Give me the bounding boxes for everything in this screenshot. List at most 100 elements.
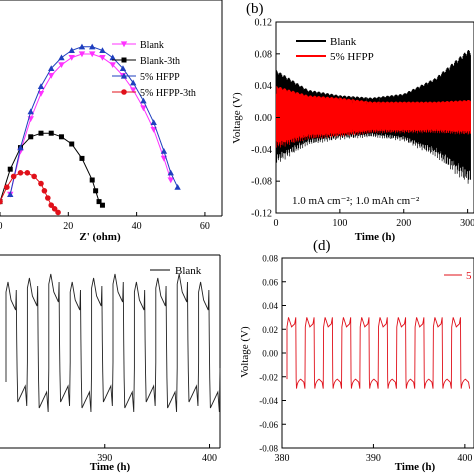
panel-a-point (51, 206, 58, 212)
panel-d-xlabel: Time (h) (395, 461, 436, 473)
panel-a-point (69, 141, 75, 147)
panel-a-legend-marker (121, 89, 127, 95)
panel-b-ytick-label: -0.08 (251, 177, 272, 188)
panel-b-xlabel: Time (h) (355, 231, 396, 243)
panel-a-point (41, 188, 48, 194)
panel-a-point (7, 166, 13, 172)
panel-a-point (78, 43, 86, 50)
panel-c: 390 400 Time (h) Blank (0, 254, 221, 473)
panel-a-point (79, 155, 85, 161)
panel-d-ytick-label: 0.04 (262, 301, 278, 311)
panel-a-point (28, 134, 34, 140)
panel-d-ylabel: Voltage (V) (239, 326, 251, 378)
panel-b-ytick-label: 0.04 (255, 81, 273, 92)
panel-a-legend-marker (120, 41, 128, 48)
panel-b-ytick-label: -0.12 (251, 209, 272, 220)
panel-b-legend-label: 5% HFPP (330, 51, 374, 63)
panel-a-point (58, 134, 64, 140)
panel-a-series-line (9, 46, 179, 195)
panel-a-point (48, 202, 55, 208)
panel-a-point (150, 119, 157, 125)
panel-a-point (119, 65, 127, 71)
panel-a-point (109, 54, 116, 61)
panel-b: (b) 0.12 0.08 0.04 0.00 -0.04 -0.08 -0.12 0 100… (231, 1, 474, 243)
panel-b-ytick-label: -0.04 (251, 145, 272, 156)
panel-a-point (31, 173, 37, 180)
panel-d-xtick-label: 380 (275, 453, 290, 464)
panel-a-point (37, 83, 45, 89)
panel-b-tag: (b) (246, 1, 264, 17)
panel-d-trace (286, 317, 471, 389)
panel-a-point (99, 47, 106, 53)
panel-c-legend-blank: Blank (175, 265, 202, 277)
panel-d-tag: (d) (313, 238, 331, 254)
panel-a-point (130, 79, 137, 86)
panel-d-ytick-label: -0.06 (259, 420, 278, 430)
panel-a-point (48, 73, 55, 79)
panel-a-point (37, 91, 45, 97)
panel-d-ytick-label: 0.08 (262, 254, 278, 264)
panel-a-point (48, 130, 54, 136)
panel-b-ylabel: Voltage (V) (231, 92, 243, 144)
panel-a-point (48, 65, 55, 71)
panel-b-condition-note: 1.0 mA cm⁻²; 1.0 mAh cm⁻² (292, 195, 420, 207)
panel-a-point (99, 55, 106, 61)
panel-c-xlabel: Time (h) (90, 461, 131, 473)
panel-b-ytick-label: 0.08 (255, 49, 273, 60)
panel-a-legend-marker (121, 57, 127, 63)
panel-a-xtick-label: 40 (132, 221, 142, 232)
panel-a-point (27, 108, 34, 115)
panel-a-legend: Blank Blank-3th 5% HFPP 5% HFPP-3th (112, 40, 196, 99)
panel-a-point (109, 62, 116, 68)
panel-a-point (167, 169, 174, 176)
panel-b-legend: Blank 5% HFPP (296, 36, 374, 63)
panel-a-point (0, 198, 3, 205)
panel-a-legend-label: 5% HFPP-3th (140, 88, 196, 99)
panel-a-point (78, 51, 86, 58)
panel-c-xtick-label: 400 (202, 453, 217, 464)
panel-d-ytick-label: 0.02 (262, 325, 278, 335)
panel-b-xtick-label: 100 (332, 218, 347, 229)
panel-b-xtick-label: 0 (274, 218, 279, 229)
panel-d-ytick-label: 0.06 (262, 277, 278, 287)
panel-a-point (93, 188, 99, 194)
panel-a-point (174, 184, 181, 190)
panel-a-point (17, 144, 24, 151)
panel-a-point (10, 173, 17, 180)
panel-a-point (150, 127, 157, 133)
panel-b-ytick-label: 0.12 (255, 18, 273, 29)
panel-a-point (38, 130, 44, 136)
panel-a-point (140, 97, 147, 104)
panel-a-point (4, 184, 10, 190)
panel-a-xtick-label: 60 (200, 221, 210, 232)
panel-b-xtick-label: 300 (460, 218, 474, 229)
panel-c-xtick-label: 390 (97, 453, 112, 464)
panel-d-xtick-label: 400 (457, 453, 472, 464)
panel-a-point (17, 170, 24, 176)
panel-a-xtick-label: 20 (63, 221, 73, 232)
panel-a-point (58, 54, 65, 61)
panel-a-legend-label: Blank (140, 40, 164, 51)
panel-b-legend-label: Blank (330, 36, 357, 48)
panel-d: (d) 0.08 0.06 0.04 0.02 0.00 -0.02 -0.04 -0.06 -… (239, 238, 474, 473)
panel-a-point (160, 148, 168, 154)
panel-a-xtick-label: 0 (0, 221, 3, 232)
panel-a-point (140, 105, 147, 112)
panel-a-point (7, 191, 14, 197)
panel-a-point (96, 199, 102, 205)
panel-a-point (89, 51, 96, 58)
panel-a-point (58, 62, 65, 68)
panel-d-legend-label: 5 (466, 270, 472, 282)
panel-a-point (24, 170, 31, 176)
panel-a-legend-marker (120, 72, 128, 79)
panel-d-ytick-label: -0.08 (259, 444, 278, 454)
panel-c-blank-trace (5, 273, 221, 413)
panel-a-point (130, 87, 137, 94)
panel-a-point (38, 180, 44, 187)
panel-a: 0 20 40 60 Z' (ohm) Blank Blank-3th 5% HFPP 5%… (0, 0, 223, 243)
panel-a-point (55, 209, 61, 216)
panel-d-xtick-label: 390 (366, 453, 381, 464)
panel-a-point (45, 195, 51, 201)
panel-a-point (89, 43, 96, 50)
